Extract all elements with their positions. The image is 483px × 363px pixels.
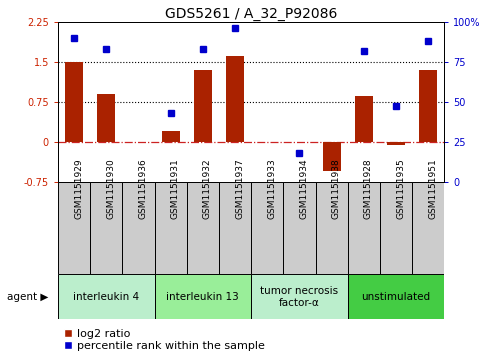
Bar bbox=[58, 182, 90, 274]
Bar bbox=[162, 131, 180, 142]
Bar bbox=[194, 70, 212, 142]
Text: interleukin 13: interleukin 13 bbox=[167, 292, 239, 302]
Bar bbox=[284, 182, 315, 274]
Text: GSM1151931: GSM1151931 bbox=[170, 159, 180, 219]
Bar bbox=[155, 274, 251, 319]
Bar bbox=[226, 56, 244, 142]
Text: GSM1151938: GSM1151938 bbox=[332, 159, 341, 219]
Bar bbox=[380, 182, 412, 274]
Text: GSM1151928: GSM1151928 bbox=[364, 159, 373, 219]
Bar bbox=[323, 142, 341, 171]
Text: GSM1151951: GSM1151951 bbox=[428, 159, 437, 219]
Bar bbox=[387, 142, 405, 145]
Text: agent ▶: agent ▶ bbox=[7, 292, 48, 302]
Bar bbox=[219, 182, 251, 274]
Bar bbox=[122, 182, 155, 274]
Title: GDS5261 / A_32_P92086: GDS5261 / A_32_P92086 bbox=[165, 7, 337, 21]
Text: GSM1151930: GSM1151930 bbox=[106, 159, 115, 219]
Bar bbox=[65, 62, 83, 142]
Bar bbox=[412, 182, 444, 274]
Bar bbox=[251, 274, 348, 319]
Text: GSM1151933: GSM1151933 bbox=[267, 159, 276, 219]
Text: unstimulated: unstimulated bbox=[361, 292, 431, 302]
Bar bbox=[355, 96, 373, 142]
Text: tumor necrosis
factor-α: tumor necrosis factor-α bbox=[260, 286, 339, 307]
Bar bbox=[315, 182, 348, 274]
Bar bbox=[155, 182, 187, 274]
Bar bbox=[348, 274, 444, 319]
Text: GSM1151936: GSM1151936 bbox=[139, 159, 147, 219]
Bar bbox=[98, 94, 115, 142]
Text: GSM1151937: GSM1151937 bbox=[235, 159, 244, 219]
Legend: log2 ratio, percentile rank within the sample: log2 ratio, percentile rank within the s… bbox=[64, 329, 265, 351]
Text: interleukin 4: interleukin 4 bbox=[73, 292, 139, 302]
Bar bbox=[419, 70, 437, 142]
Bar bbox=[90, 182, 122, 274]
Text: GSM1151929: GSM1151929 bbox=[74, 159, 83, 219]
Text: GSM1151934: GSM1151934 bbox=[299, 159, 309, 219]
Bar bbox=[251, 182, 284, 274]
Bar bbox=[58, 274, 155, 319]
Bar bbox=[348, 182, 380, 274]
Bar bbox=[187, 182, 219, 274]
Text: GSM1151935: GSM1151935 bbox=[396, 159, 405, 219]
Text: GSM1151932: GSM1151932 bbox=[203, 159, 212, 219]
